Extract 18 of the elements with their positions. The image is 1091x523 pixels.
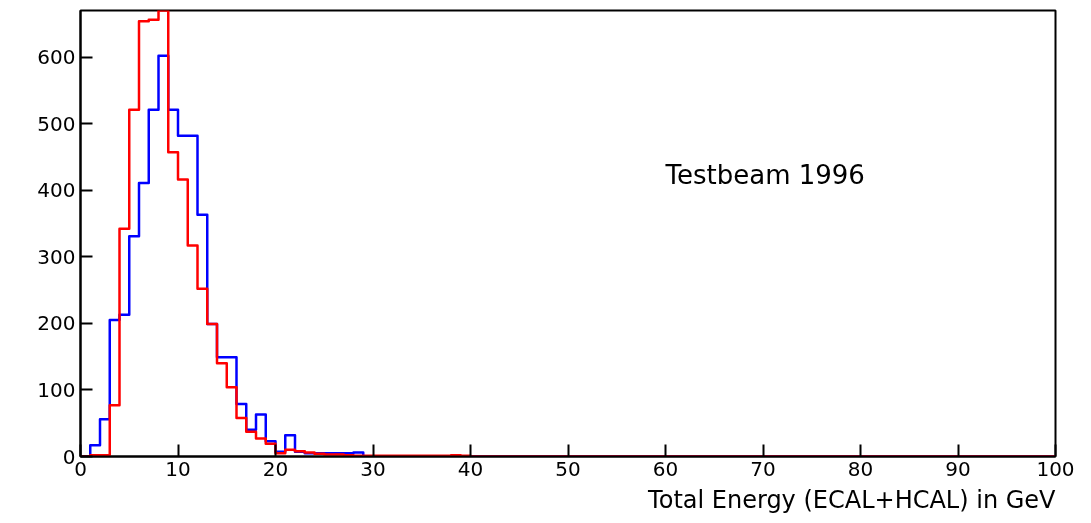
y-tick-label: 200	[37, 311, 76, 336]
x-tick-label: 50	[555, 456, 581, 481]
x-tick-label: 90	[945, 456, 971, 481]
x-tick-label: 60	[652, 456, 679, 481]
y-tick-label: 300	[37, 244, 76, 269]
y-tick-label: 600	[37, 45, 76, 70]
x-tick-label: 40	[457, 456, 484, 481]
y-tick-label: 400	[37, 178, 76, 203]
annotation: Testbeam 1996	[664, 160, 865, 191]
x-tick-label: 30	[360, 456, 386, 481]
x-tick-label: 100	[1036, 456, 1075, 481]
x-axis-title: Total Energy (ECAL+HCAL) in GeV	[647, 485, 1057, 514]
x-tick-label: 20	[262, 456, 289, 481]
x-tick-label: 70	[750, 456, 776, 481]
y-tick-label: 100	[37, 377, 76, 402]
x-tick-label: 80	[847, 456, 874, 481]
x-tick-label: 10	[165, 456, 191, 481]
y-tick-label: 500	[37, 111, 76, 136]
